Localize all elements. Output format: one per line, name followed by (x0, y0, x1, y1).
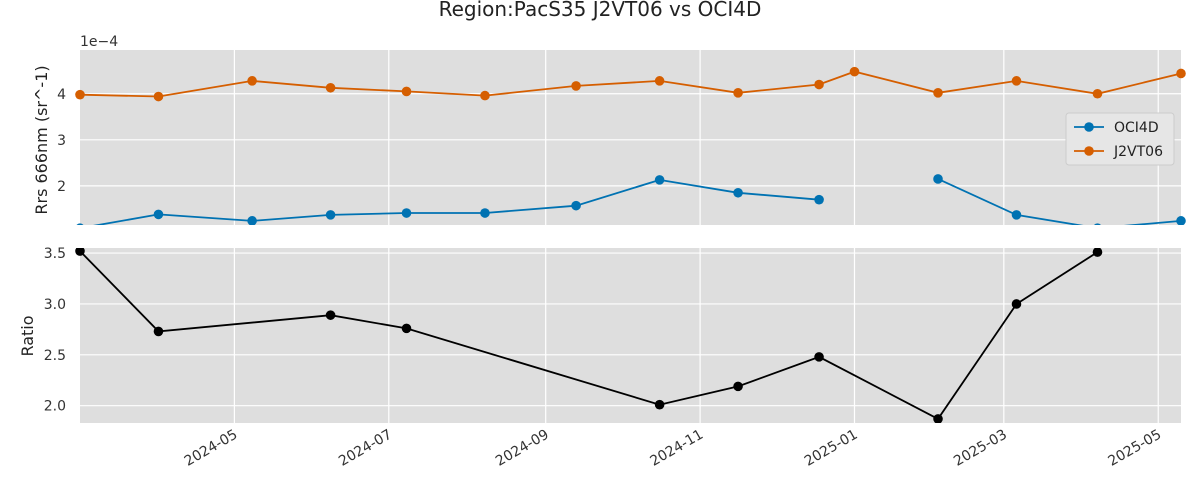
data-point (814, 194, 824, 205)
legend-marker (1084, 122, 1094, 132)
y-tick-label: 2.0 (44, 399, 66, 415)
data-point (1011, 210, 1022, 220)
data-point (654, 76, 665, 86)
data-point (480, 90, 490, 101)
x-tick-label: 2024-11 (647, 427, 706, 470)
x-tick-label: 2024-09 (493, 427, 552, 470)
bottom-y-gridlines (80, 252, 1181, 407)
x-tick-labels: 2024-05 2024-07 2024-09 2024-11 2025-01 2025-… (182, 427, 1164, 470)
x-tick-label: 2025-03 (951, 427, 1010, 470)
data-point (1011, 299, 1022, 309)
data-point (733, 381, 743, 392)
data-point (75, 89, 85, 100)
x-tick-label: 2024-05 (182, 427, 241, 470)
data-point (1011, 76, 1022, 86)
bottom-y-tick-labels: 2.0 2.5 3.0 3.5 (44, 246, 66, 415)
data-point (571, 81, 581, 91)
top-series (75, 66, 1186, 225)
top-panel: 2 3 4 1e−4 Rrs 666nm (sr^-1) OCI4D J2VT06 (32, 34, 1186, 225)
data-point (1176, 68, 1186, 79)
data-point (849, 66, 860, 77)
y-offset-label: 1e−4 (80, 34, 118, 50)
data-point (814, 352, 824, 362)
y-tick-label: 2.5 (44, 348, 66, 364)
data-point (933, 174, 943, 184)
bottom-series (75, 248, 1103, 423)
legend-item: J2VT06 (1074, 144, 1163, 160)
top-plot-area (80, 50, 1181, 225)
data-point (153, 209, 164, 220)
data-point (1176, 216, 1186, 225)
data-point (733, 88, 743, 98)
data-point (654, 399, 665, 410)
series-line (79, 250, 1098, 421)
data-point (571, 200, 581, 211)
data-point (933, 414, 943, 423)
chart-title: Region:PacS35 J2VT06 vs OCI4D (439, 0, 762, 21)
top-y-axis-label: Rrs 666nm (sr^-1) (32, 65, 51, 214)
data-point (814, 79, 824, 90)
data-point (401, 323, 412, 334)
top-y-gridlines (80, 93, 1181, 187)
data-point (401, 208, 412, 218)
y-tick-label: 2 (57, 179, 66, 195)
legend-marker (1084, 146, 1094, 156)
data-point (247, 216, 257, 225)
series-line (93, 178, 1182, 225)
data-point (933, 88, 943, 98)
y-tick-label: 3.0 (44, 297, 66, 313)
series-ratio (75, 248, 1103, 423)
bottom-y-axis-label: Ratio (18, 315, 37, 356)
data-point (654, 175, 665, 185)
series-j2vt06 (75, 66, 1186, 102)
y-tick-label: 3 (57, 133, 66, 149)
y-tick-label: 3.5 (44, 246, 66, 262)
top-y-tick-labels: 2 3 4 (57, 87, 66, 195)
data-point (1092, 88, 1103, 99)
data-point (480, 208, 490, 218)
data-point (75, 248, 85, 256)
legend-item: OCI4D (1074, 120, 1159, 136)
data-point (1093, 223, 1102, 225)
x-tick-label: 2025-01 (802, 427, 861, 470)
bottom-panel: 2.0 2.5 3.0 3.5 Ratio 2024-05 2024-07 2024-09… (18, 246, 1181, 470)
data-point (247, 76, 257, 86)
data-point (76, 223, 84, 225)
top-x-gridlines (233, 50, 1159, 225)
bottom-plot-area (80, 248, 1181, 423)
data-point (325, 210, 336, 220)
x-tick-label: 2024-07 (336, 427, 395, 470)
series-oci4d (76, 174, 1186, 225)
bottom-x-gridlines (233, 248, 1159, 423)
legend-label: J2VT06 (1113, 144, 1163, 160)
legend: OCI4D J2VT06 (1065, 112, 1175, 166)
legend-label: OCI4D (1114, 120, 1159, 136)
data-point (153, 326, 164, 337)
data-point (325, 82, 336, 93)
data-point (325, 310, 336, 320)
data-point (733, 187, 743, 198)
data-point (1092, 248, 1103, 257)
y-tick-label: 4 (57, 87, 66, 103)
data-point (153, 91, 164, 102)
data-point (401, 86, 412, 97)
x-tick-label: 2025-05 (1106, 427, 1165, 470)
